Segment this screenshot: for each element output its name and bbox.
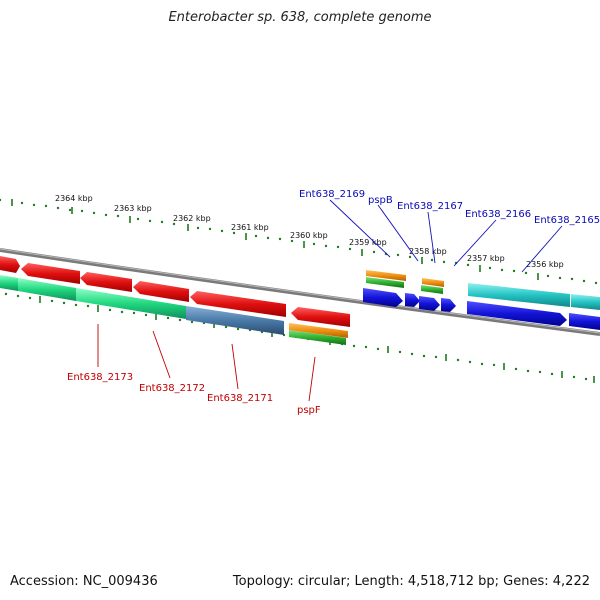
accession-label: Accession: NC_009436 [10,574,158,589]
reverse-cds-row [0,256,350,327]
gene-feature[interactable] [421,285,443,294]
forward-cds-row [0,275,348,345]
gene-feature[interactable] [441,298,456,312]
gene-feature[interactable] [0,256,20,273]
tick-label: 2360 kbp [290,231,328,240]
right-cds-cluster [363,270,600,330]
gene-label[interactable]: Ent638_2167 [397,201,463,212]
gene-label[interactable]: Ent638_2171 [207,393,273,404]
genome-backbone-highlight [0,248,600,334]
gene-label[interactable]: pspF [297,405,321,416]
gene-feature[interactable] [133,281,189,302]
gene-feature[interactable] [366,270,406,281]
scale-ticks-bottom [39,296,595,383]
gene-label[interactable]: pspB [368,195,393,206]
tick-label: 2359 kbp [349,238,387,247]
top-leader-lines [329,199,563,273]
gene-label[interactable]: Ent638_2172 [139,383,205,394]
tick-label: 2356 kbp [526,260,564,269]
gene-label[interactable]: Ent638_2173 [67,372,133,383]
gene-feature[interactable] [186,306,284,335]
gene-feature[interactable] [405,293,420,307]
genome-backbone [0,248,600,336]
gene-feature[interactable] [571,294,600,310]
genome-summary: Topology: circular; Length: 4,518,712 bp… [232,574,590,589]
gene-label[interactable]: Ent638_2165 [534,215,600,226]
tick-label: 2357 kbp [467,254,505,263]
tick-label: 2358 kbp [409,247,447,256]
scale-ticks-top [11,199,539,280]
gene-feature[interactable] [80,272,132,292]
scale-tick-labels: 2364 kbp 2363 kbp 2362 kbp 2361 kbp 2360… [55,194,564,269]
gene-feature[interactable] [569,313,600,330]
gene-feature[interactable] [366,277,404,288]
scale-dots-top [0,198,598,285]
gene-feature[interactable] [0,275,18,291]
gene-feature[interactable] [289,323,348,338]
map-title: Enterobacter sp. 638, complete genome [168,10,432,25]
tick-label: 2363 kbp [114,204,152,213]
tick-label: 2361 kbp [231,223,269,232]
gene-feature[interactable] [18,278,76,301]
gene-feature[interactable] [467,301,567,326]
gene-feature[interactable] [468,283,570,307]
gene-feature[interactable] [422,278,444,287]
gene-feature[interactable] [289,330,346,345]
gene-feature[interactable] [21,263,80,284]
gene-feature[interactable] [363,288,403,307]
tick-label: 2364 kbp [55,194,93,203]
gene-label[interactable]: Ent638_2166 [465,209,531,220]
bottom-gene-labels: Ent638_2173 Ent638_2172 Ent638_2171 pspF [67,372,321,416]
tick-label: 2362 kbp [173,214,211,223]
gene-feature[interactable] [190,291,286,317]
gene-label[interactable]: Ent638_2169 [299,189,365,200]
top-gene-labels: Ent638_2169 pspB Ent638_2167 Ent638_2166… [299,189,600,226]
gene-feature[interactable] [419,296,440,311]
bottom-leader-lines [97,324,316,402]
gene-feature[interactable] [76,288,186,319]
gene-feature[interactable] [291,307,350,327]
